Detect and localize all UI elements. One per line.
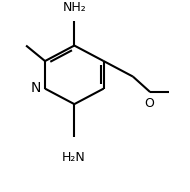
- Text: H₂N: H₂N: [62, 151, 85, 164]
- Text: NH₂: NH₂: [63, 1, 86, 14]
- Text: N: N: [30, 81, 41, 95]
- Text: O: O: [144, 97, 154, 110]
